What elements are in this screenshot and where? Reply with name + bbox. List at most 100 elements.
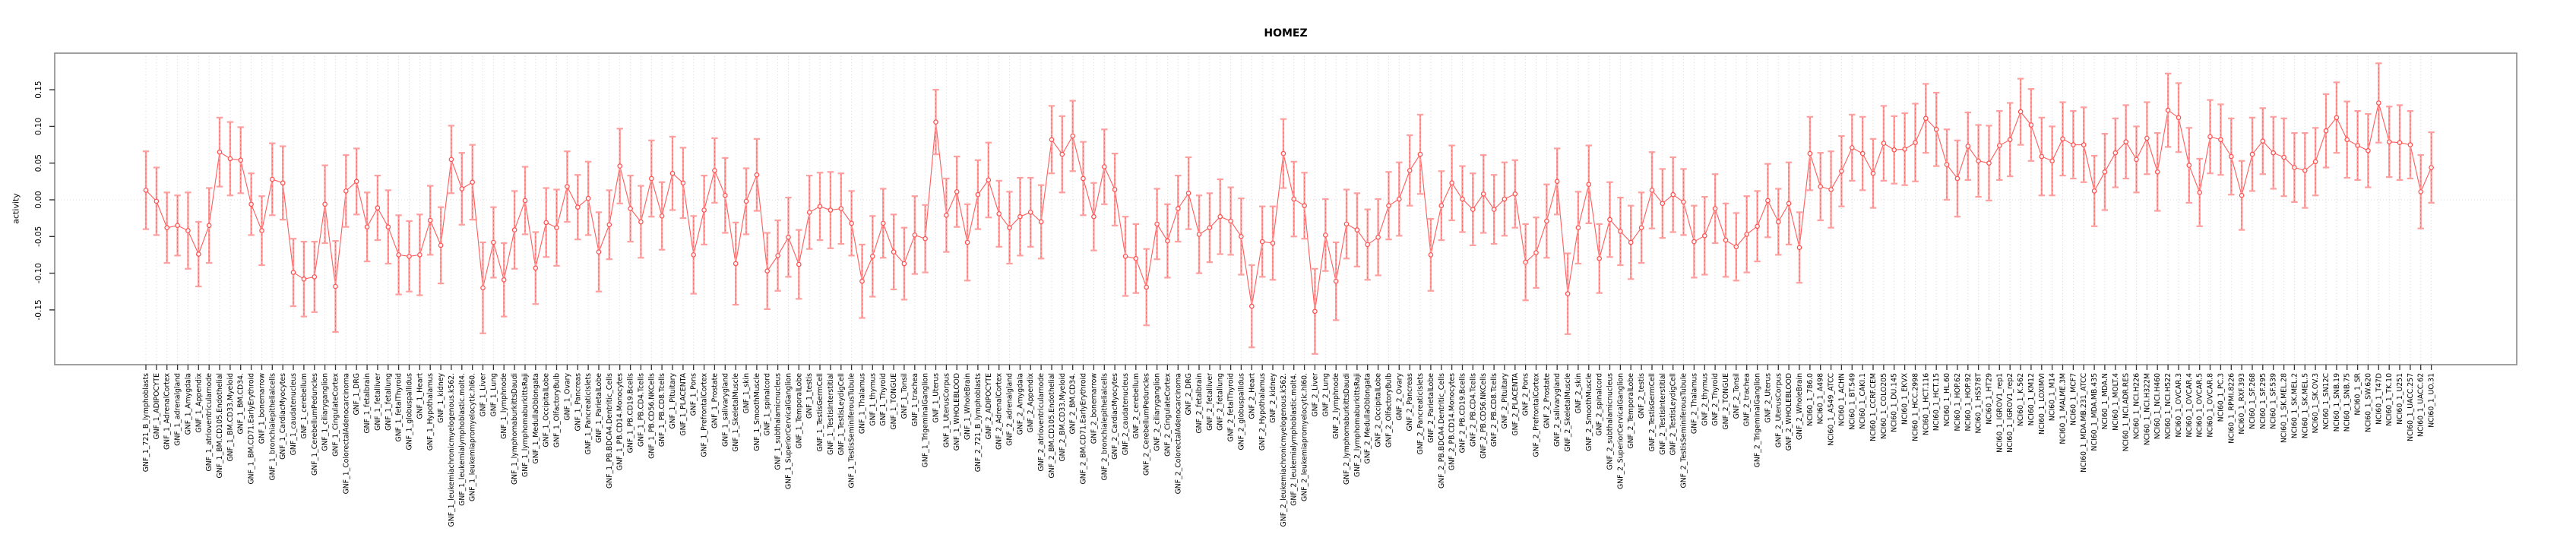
data-point — [280, 180, 286, 186]
x-tick-label: GNF_2_thymus — [1701, 373, 1709, 426]
x-tick-label: GNF_2_Pons — [1522, 373, 1530, 416]
x-tick-label: NCI60_1_CCRF.CEM — [1869, 373, 1878, 441]
x-tick-label: GNF_2_PB.CD56.NKCells — [1479, 373, 1488, 459]
data-point — [1407, 168, 1413, 173]
x-tick-label: GNF_2_cerebellum — [1132, 373, 1141, 439]
x-tick-label: GNF_2_WholeBrain — [1796, 373, 1804, 440]
x-tick-label: NCI60_1_LOXIMVI — [2038, 373, 2046, 435]
x-tick-label: NCI60_1_SK.MEL.5 — [2301, 373, 2309, 438]
x-tick-label: GNF_2_Uterus — [1764, 373, 1772, 423]
x-tick-label: GNF_2_SmoothMuscle — [1585, 373, 1593, 451]
data-point — [764, 268, 771, 274]
x-tick-label: GNF_1_testis — [805, 373, 814, 419]
data-point — [1575, 225, 1581, 231]
data-point — [1796, 245, 1802, 251]
data-point — [1986, 160, 1992, 166]
data-point — [1102, 164, 1107, 169]
x-tick-label: GNF_1_globuspallidus — [406, 373, 414, 451]
x-tick-label: GNF_2_PLACENTA — [1511, 372, 1520, 435]
x-tick-label: GNF_2_PB.CD8.Tcells — [1490, 373, 1498, 447]
data-point — [1397, 196, 1402, 202]
x-tick-label: GNF_2_ColorectalAdenocarcinoma — [1174, 373, 1182, 494]
data-point — [217, 149, 223, 155]
x-tick-label: GNF_1_SkeletalMuscle — [732, 373, 740, 452]
y-tick-label: 0.15 — [34, 81, 43, 98]
data-point — [648, 175, 654, 182]
data-point — [2355, 143, 2360, 148]
data-point — [2039, 153, 2045, 160]
data-point — [2091, 188, 2097, 194]
x-tick-label: GNF_1_atrioventricularnode — [205, 373, 214, 472]
x-tick-label: GNF_1_MedullaOblongata — [532, 373, 540, 463]
x-tick-label: GNF_2_BM.CD105.Endothelial — [1048, 373, 1056, 478]
x-tick-label: GNF_1_Prostate — [710, 373, 719, 428]
x-tick-label: GNF_1_cerebellum — [300, 373, 309, 439]
x-tick-label: GNF_1_Thalamus — [859, 373, 867, 434]
x-tick-label: GNF_1_WholeBrain — [964, 373, 972, 440]
data-point — [1544, 218, 1549, 224]
x-tick-label: NCI60_1_UACC.62 — [2417, 373, 2426, 437]
x-tick-label: GNF_1_SmoothMuscle — [753, 373, 761, 451]
data-point — [2144, 135, 2150, 141]
data-point — [1228, 218, 1233, 224]
data-point — [543, 220, 549, 226]
x-tick-label: NCI60_1_HOP.62 — [1954, 373, 1962, 431]
data-point — [259, 228, 264, 233]
x-tick-label: GNF_1_TONGUE — [890, 373, 898, 430]
x-tick-label: GNF_2_OccipitalLobe — [1375, 373, 1383, 447]
x-tick-label: GNF_1_TestisInterstitial — [827, 373, 835, 455]
x-tick-label: GNF_1_CardiacMyocytes — [279, 373, 287, 460]
x-tick-label: NCI60_1_SK.MEL.28 — [2280, 373, 2289, 443]
data-point — [175, 223, 180, 229]
data-point — [322, 201, 328, 207]
data-point — [964, 239, 970, 245]
data-point — [1807, 150, 1813, 157]
x-tick-label: GNF_2_PB.CD4.Tcells — [1469, 373, 1477, 447]
data-point — [1354, 227, 1360, 232]
data-point — [248, 201, 254, 207]
data-point — [1902, 147, 1907, 152]
x-tick-label: GNF_1_PLACENTA — [679, 372, 688, 435]
data-point — [1765, 198, 1771, 204]
data-point — [1386, 203, 1391, 209]
data-point — [1923, 115, 1929, 122]
data-point — [1460, 196, 1465, 202]
x-tick-label: NCI60_1_IGROV1_rep2 — [2006, 373, 2014, 453]
data-point — [1839, 169, 1844, 174]
x-tick-label: GNF_1_UterusCorpus — [942, 373, 951, 447]
data-point — [669, 170, 676, 176]
x-tick-label: GNF_1_PB.CD19.Bcells — [627, 373, 635, 453]
x-tick-label: GNF_2_ParietalLobe — [1427, 373, 1435, 443]
x-tick-label: GNF_2_fetalbrain — [1195, 373, 1204, 434]
x-tick-label: GNF_2_skin — [1574, 373, 1583, 414]
data-point — [2407, 142, 2413, 147]
x-tick-label: GNF_1_PB.CD8.Tcells — [658, 373, 666, 447]
data-point — [1207, 225, 1213, 231]
data-point — [2176, 115, 2182, 121]
x-tick-label: NCI60_1_KM12 — [2027, 373, 2036, 425]
x-tick-label: GNF_2_Hypothalamus — [1258, 373, 1267, 451]
x-tick-label: GNF_1_Tonsil — [900, 373, 909, 419]
data-point — [859, 278, 865, 284]
data-point — [2323, 128, 2329, 134]
x-tick-label: GNF_2_testis — [1638, 373, 1646, 419]
data-point — [954, 189, 960, 194]
data-point — [1302, 203, 1307, 209]
x-tick-label: GNF_1_Lung — [489, 373, 498, 417]
x-tick-label: GNF_2_Thyroid — [1711, 373, 1720, 426]
x-tick-label: GNF_2_PB.CD19.Bcells — [1459, 373, 1467, 453]
x-tick-label: NCI60_1_NCI.H522 — [2164, 373, 2173, 439]
data-point — [2060, 136, 2065, 142]
data-point — [2334, 115, 2340, 121]
data-point — [901, 261, 907, 267]
data-point — [2123, 139, 2129, 145]
data-point — [2281, 154, 2286, 160]
x-tick-label: NCI60_1_SF.295 — [2259, 373, 2267, 429]
x-tick-label: GNF_2_fetalThyroid — [1227, 373, 1236, 442]
data-point — [417, 252, 422, 258]
x-tick-label: GNF_2_UterusCorpus — [1774, 373, 1783, 447]
data-point — [638, 219, 644, 225]
x-tick-label: GNF_1_BM.CD33.Myeloid — [226, 373, 235, 462]
x-tick-label: GNF_2_globuspallidus — [1237, 373, 1245, 451]
x-tick-label: GNF_2_bronchialepithelialcells — [1100, 373, 1109, 481]
